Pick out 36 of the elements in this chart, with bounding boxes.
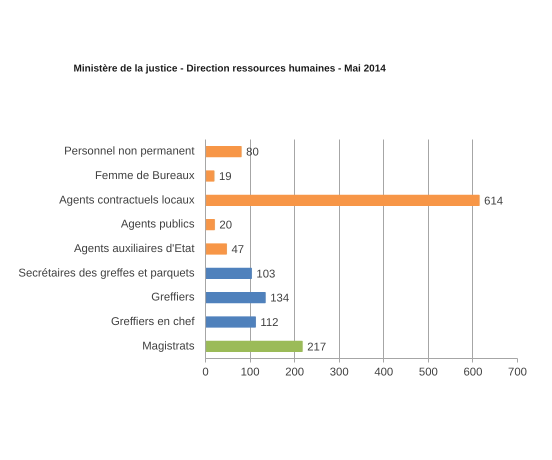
bar <box>206 340 303 352</box>
data-label: 20 <box>219 220 232 232</box>
data-label: 80 <box>246 146 259 159</box>
bar <box>206 243 227 255</box>
y-tick-label: Greffiers en chef <box>110 316 196 328</box>
bar <box>206 292 266 304</box>
y-tick-label: Agents publics <box>120 218 195 231</box>
y-tick-label: Magistrats <box>142 340 195 352</box>
data-label: 217 <box>307 341 326 354</box>
data-label: 112 <box>260 317 278 329</box>
x-tick-label: 600 <box>463 366 482 378</box>
x-tick-label: 700 <box>508 366 527 378</box>
data-label: 103 <box>256 268 276 280</box>
data-label: 614 <box>484 195 504 208</box>
data-label: 19 <box>218 171 232 183</box>
x-tick-label: 100 <box>240 366 260 378</box>
bar <box>206 146 242 158</box>
y-tick-label: Greffiers <box>151 292 195 304</box>
y-tick-label: Personnel non permanent <box>64 146 196 158</box>
bar <box>206 194 480 206</box>
chart-title: Ministère de la justice - Direction ressources humaines - Mai 2014 <box>74 64 386 74</box>
bar <box>206 268 252 279</box>
x-tick-label: 500 <box>418 366 438 378</box>
bar <box>206 316 256 328</box>
bar <box>206 170 214 182</box>
data-label: 47 <box>231 244 244 256</box>
data-label: 134 <box>270 292 290 305</box>
x-tick-label: 200 <box>285 366 304 378</box>
y-tick-label: Agents auxiliaires d'Etat <box>74 243 196 255</box>
y-tick-label: Femme de Bureaux <box>95 170 195 182</box>
bar <box>206 219 215 230</box>
x-tick-label: 0 <box>202 366 209 378</box>
y-tick-label: Agents contractuels locaux <box>59 194 195 206</box>
x-tick-label: 400 <box>374 366 394 378</box>
x-tick-label: 300 <box>330 366 349 378</box>
y-tick-label: Secrétaires des greffes et parquets <box>18 267 195 280</box>
